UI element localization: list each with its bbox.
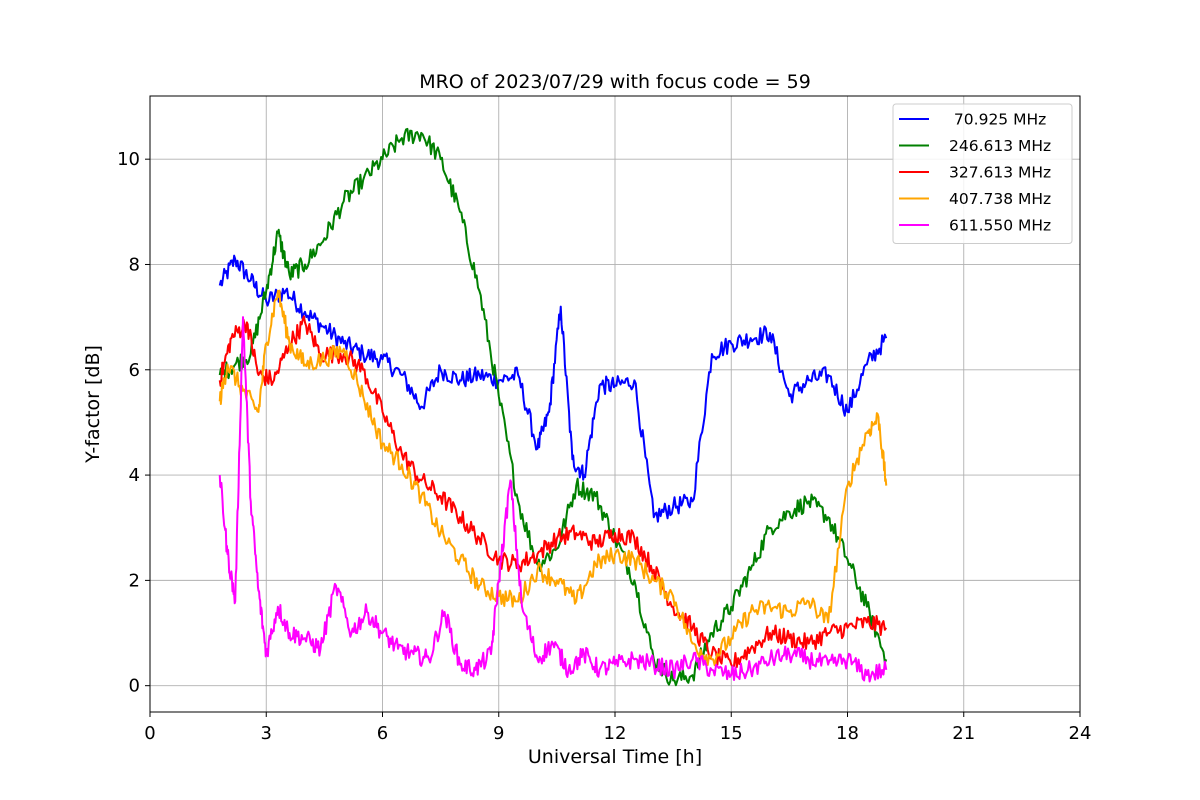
series-3 (218, 289, 888, 667)
y-tick-label: 0 (129, 676, 140, 697)
legend: 70.925 MHz 246.613 MHz 327.613 MHz 407.738 … (892, 103, 1073, 244)
series-0 (218, 254, 888, 523)
x-tick-label: 15 (720, 723, 743, 744)
x-tick-label: 0 (144, 723, 155, 744)
x-axis-label: Universal Time [h] (528, 746, 702, 768)
x-tick-label: 3 (261, 723, 272, 744)
y-axis-label: Y-factor [dB] (82, 345, 104, 464)
legend-label: 407.738 MHz (949, 190, 1051, 208)
x-ticks: 0 3 6 9 12 15 18 21 24 (144, 712, 1091, 744)
series-layer (218, 127, 888, 687)
legend-label: 327.613 MHz (949, 164, 1051, 182)
y-tick-label: 10 (117, 149, 140, 170)
chart-title: MRO of 2023/07/29 with focus code = 59 (419, 71, 811, 93)
x-tick-label: 9 (493, 723, 504, 744)
legend-label: 70.925 MHz (949, 111, 1046, 129)
legend-label: 246.613 MHz (949, 137, 1051, 155)
legend-label: 611.550 MHz (949, 217, 1051, 235)
y-tick-label: 4 (129, 465, 140, 486)
x-tick-label: 12 (604, 723, 627, 744)
x-tick-label: 18 (836, 723, 859, 744)
y-tick-label: 6 (129, 360, 140, 381)
x-tick-label: 21 (952, 723, 975, 744)
x-tick-label: 6 (377, 723, 388, 744)
x-tick-label: 24 (1069, 723, 1092, 744)
series-4 (218, 316, 888, 683)
y-tick-label: 8 (129, 254, 140, 275)
series-line (218, 254, 888, 523)
y-ticks: 0 2 4 6 8 10 (117, 149, 150, 697)
series-2 (218, 315, 888, 669)
legend-box (892, 103, 1073, 244)
series-1 (218, 127, 888, 687)
y-tick-label: 2 (129, 570, 140, 591)
